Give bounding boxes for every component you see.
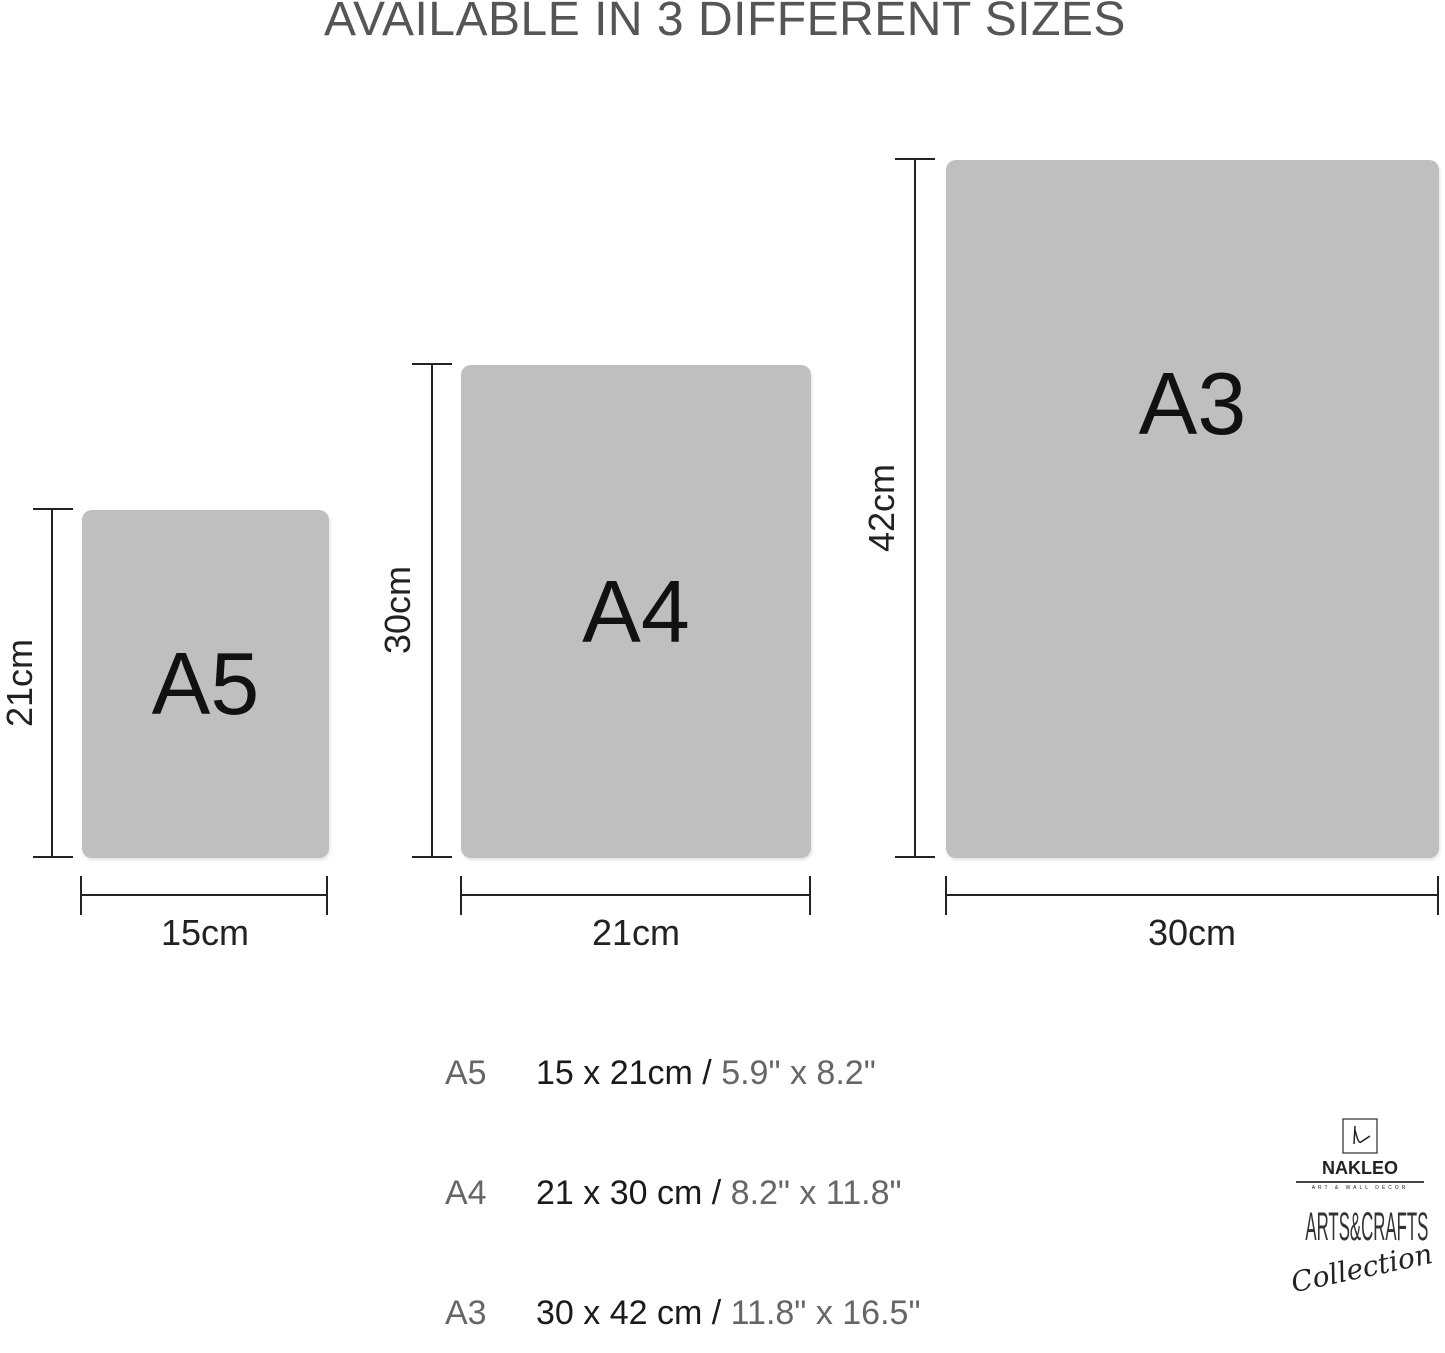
size-cm: 21 x 30 cm / (536, 1174, 722, 1212)
size-row-a5: A5 15 x 21cm / 5.9" x 8.2" (445, 1054, 876, 1093)
width-label: 21cm (591, 912, 681, 953)
sheet-label: A3 (1138, 354, 1247, 453)
brand-logo: NAKLEO ART & WALL DECOR ARTS&CRAFTS Coll… (1288, 1118, 1435, 1299)
brand-tagline: ART & WALL DECOR (1311, 1185, 1409, 1191)
width-line (946, 894, 1438, 896)
height-line (431, 364, 433, 858)
size-inches: 5.9" x 8.2" (721, 1054, 876, 1092)
tick (80, 876, 82, 915)
size-name: A4 (445, 1174, 487, 1212)
tick (809, 876, 811, 915)
sheet-label: A4 (582, 561, 690, 661)
tick (1437, 876, 1439, 915)
height-line (914, 159, 916, 858)
tick (412, 363, 452, 365)
sheet-a4: A4 (461, 365, 811, 858)
brand-name: NAKLEO (1322, 1158, 1398, 1178)
sheet-label: A5 (151, 634, 260, 733)
tick (33, 508, 73, 510)
height-label: 21cm (0, 638, 40, 728)
tick (33, 856, 73, 858)
size-cm: 30 x 42 cm / (536, 1294, 722, 1332)
tick (945, 876, 947, 915)
logo-mark-icon (1342, 1118, 1378, 1154)
sheet-a3: A3 (946, 160, 1439, 858)
tick (412, 856, 452, 858)
width-label: 15cm (160, 912, 250, 953)
tick (326, 876, 328, 915)
collection-name: ARTS&CRAFTS (1305, 1205, 1429, 1249)
size-row-a4: A4 21 x 30 cm / 8.2" x 11.8" (445, 1174, 902, 1213)
size-inches: 11.8" x 16.5" (730, 1294, 921, 1332)
size-name: A3 (445, 1294, 487, 1332)
size-name: A5 (445, 1054, 487, 1092)
page-title: AVAILABLE IN 3 DIFFERENT SIZES (324, 0, 1126, 46)
tick (460, 876, 462, 915)
tick (895, 158, 935, 160)
height-line (51, 509, 53, 858)
size-inches: 8.2" x 11.8" (730, 1174, 902, 1212)
width-line (461, 894, 810, 896)
height-label: 30cm (377, 565, 418, 655)
size-cm: 15 x 21cm / (536, 1054, 712, 1092)
sheet-a5: A5 (82, 510, 329, 858)
size-row-a3: A3 30 x 42 cm / 11.8" x 16.5" (445, 1294, 921, 1333)
width-label: 30cm (1147, 912, 1237, 953)
width-line (81, 894, 328, 896)
tick (895, 856, 935, 858)
logo-divider (1296, 1181, 1424, 1183)
height-label: 42cm (861, 463, 902, 553)
